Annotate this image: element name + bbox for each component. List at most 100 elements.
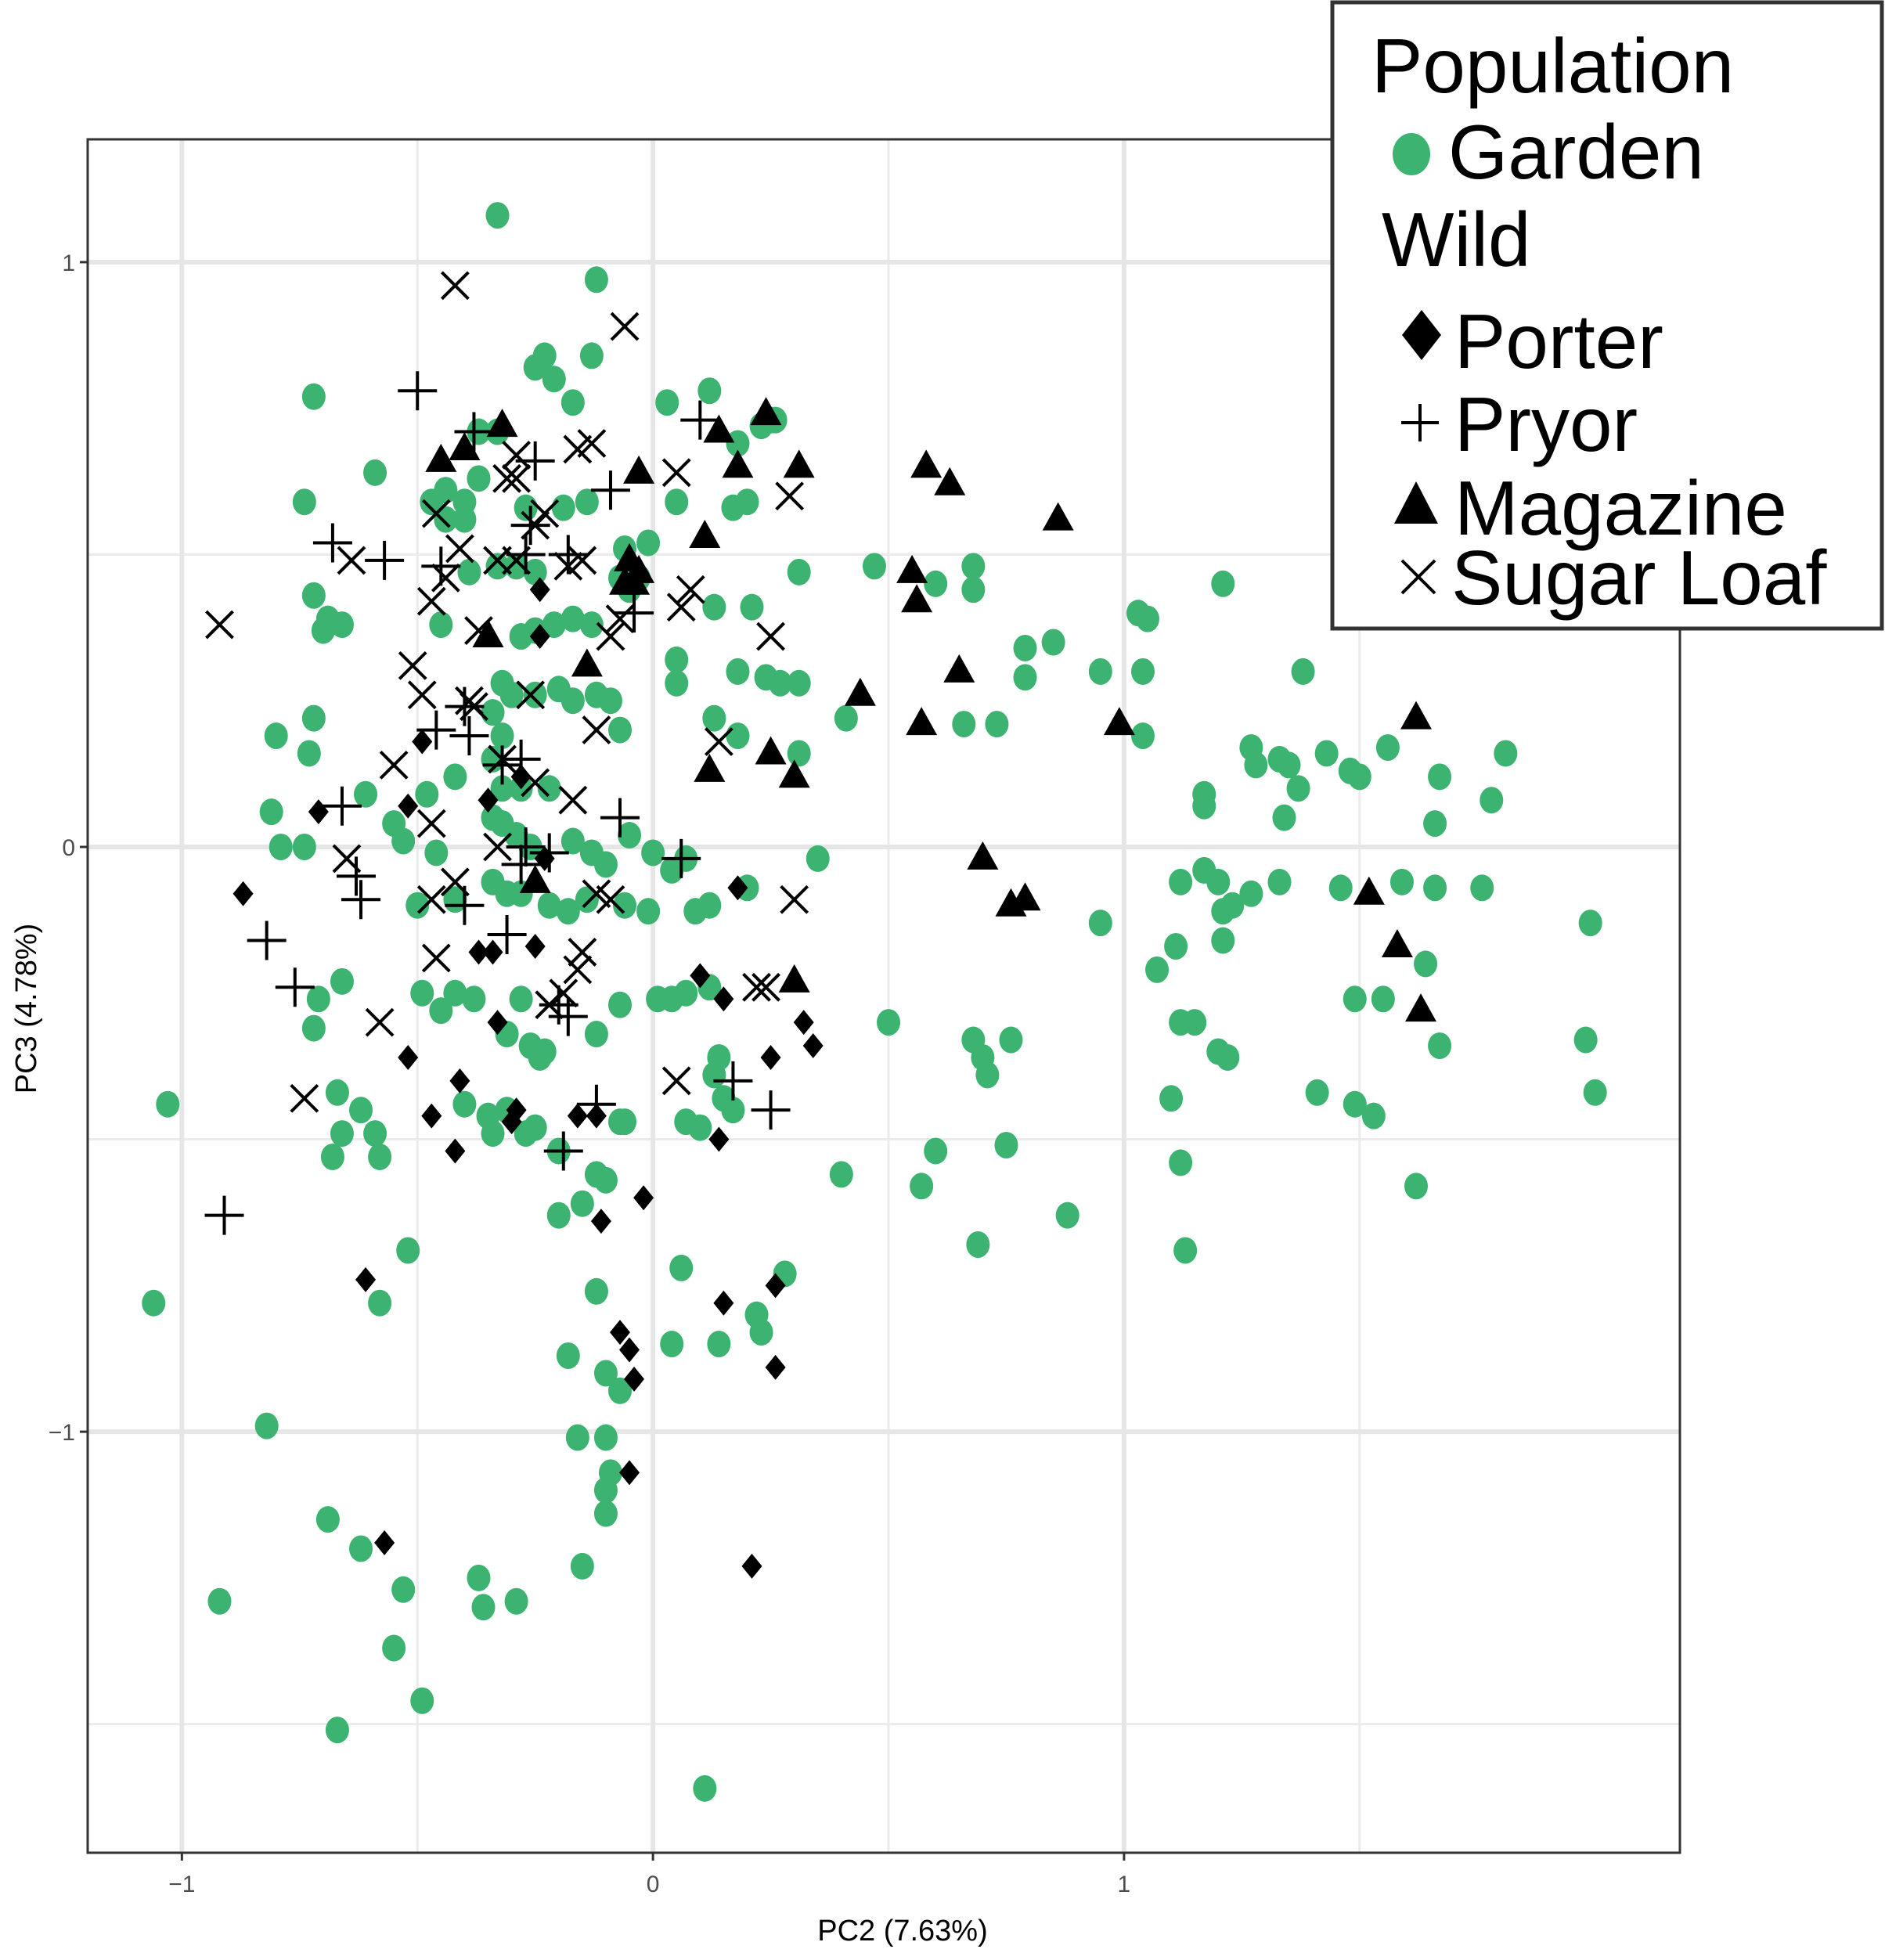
point-magazine <box>778 964 810 993</box>
point-garden <box>1013 634 1037 661</box>
point-garden <box>655 389 679 416</box>
legend: Population Garden Wild Porter Pryor Maga… <box>1330 0 1884 631</box>
point-magazine <box>778 759 810 788</box>
point-porter <box>398 1044 419 1070</box>
point-porter <box>421 1103 442 1129</box>
point-magazine <box>896 554 928 583</box>
point-magazine <box>472 619 504 648</box>
point-garden <box>712 1085 736 1112</box>
point-garden <box>910 1173 934 1200</box>
point-magazine <box>722 449 754 478</box>
point-porter <box>308 799 329 825</box>
point-garden <box>636 529 661 557</box>
point-garden <box>452 1090 477 1118</box>
point-pryor <box>275 967 315 1007</box>
point-garden <box>1583 1079 1607 1106</box>
point-porter <box>524 933 546 959</box>
point-garden <box>1164 932 1188 960</box>
x-tick-label: 0 <box>647 1872 660 1897</box>
point-sugar-loaf <box>416 809 446 838</box>
point-sugar-loaf <box>398 650 427 680</box>
point-garden <box>924 1137 948 1165</box>
point-porter <box>727 875 748 901</box>
point-garden <box>481 1120 505 1148</box>
point-sugar-loaf <box>445 534 474 564</box>
point-sugar-loaf <box>610 312 640 341</box>
point-sugar-loaf <box>416 885 446 914</box>
point-garden <box>1470 874 1494 902</box>
point-sugar-loaf <box>440 271 470 301</box>
point-garden <box>537 892 561 919</box>
point-porter <box>619 1460 640 1486</box>
point-garden <box>1211 898 1235 925</box>
point-sugar-loaf <box>549 978 578 1008</box>
point-sugar-loaf <box>568 546 597 575</box>
point-pryor <box>204 1195 244 1235</box>
point-garden <box>579 342 604 369</box>
point-garden <box>254 1412 279 1439</box>
point-sugar-loaf <box>521 768 550 798</box>
point-garden <box>1169 1149 1193 1176</box>
point-garden <box>1239 880 1263 907</box>
point-garden <box>1404 1173 1429 1200</box>
point-magazine <box>844 677 876 706</box>
point-pryor <box>421 546 461 586</box>
point-sugar-loaf <box>568 938 597 967</box>
point-garden <box>504 1587 528 1615</box>
point-garden <box>1428 763 1452 791</box>
point-garden <box>1211 927 1235 954</box>
point-garden <box>1211 570 1235 597</box>
point-sugar-loaf <box>530 499 560 528</box>
point-magazine <box>703 414 735 443</box>
legend-entry-garden: Garden <box>1393 109 1704 195</box>
point-pryor <box>341 880 381 920</box>
point-sugar-loaf <box>596 885 625 914</box>
point-porter <box>690 963 711 989</box>
point-sugar-loaf <box>516 680 546 710</box>
point-garden <box>697 892 722 919</box>
point-sugar-loaf <box>751 972 780 1002</box>
point-porter <box>590 1209 611 1234</box>
point-garden <box>593 1424 618 1451</box>
point-pryor <box>501 739 541 779</box>
point-garden <box>354 780 378 808</box>
point-garden <box>1480 787 1504 814</box>
y-tick-label: 1 <box>62 250 75 276</box>
point-porter <box>449 1068 470 1093</box>
point-porter <box>398 793 419 819</box>
point-porter <box>445 1138 466 1164</box>
point-garden <box>429 611 453 639</box>
point-garden <box>391 1576 416 1603</box>
legend-entry-pryor: Pryor <box>1401 381 1638 467</box>
x-axis-title: PC2 (7.63%) <box>817 1915 988 1947</box>
y-axis-title: PC3 (4.78%) <box>10 924 43 1094</box>
point-garden <box>1494 740 1518 767</box>
point-garden <box>618 822 642 849</box>
point-magazine <box>934 467 966 495</box>
point-porter <box>713 1290 734 1316</box>
point-sugar-loaf <box>205 610 234 640</box>
point-garden <box>330 611 354 639</box>
point-garden <box>1272 804 1296 831</box>
point-sugar-loaf <box>666 593 696 622</box>
point-magazine <box>1103 707 1135 736</box>
point-garden <box>499 681 524 708</box>
point-garden <box>593 1476 618 1504</box>
point-garden <box>325 1079 349 1106</box>
point-garden <box>749 1319 773 1346</box>
point-garden <box>1206 868 1231 895</box>
point-porter <box>232 881 254 906</box>
point-pryor <box>751 1090 791 1130</box>
point-garden <box>467 1564 491 1591</box>
point-garden <box>608 1377 633 1404</box>
point-garden <box>1286 775 1310 802</box>
point-garden <box>1343 1090 1367 1118</box>
point-sugar-loaf <box>582 715 611 744</box>
point-porter <box>802 1033 824 1059</box>
point-garden <box>471 1594 496 1621</box>
point-garden <box>688 1114 712 1141</box>
point-magazine <box>623 455 655 484</box>
legend-entry-sugar-loaf: Sugar Loaf <box>1400 535 1827 621</box>
point-porter <box>708 1126 730 1152</box>
point-porter <box>765 1354 786 1380</box>
